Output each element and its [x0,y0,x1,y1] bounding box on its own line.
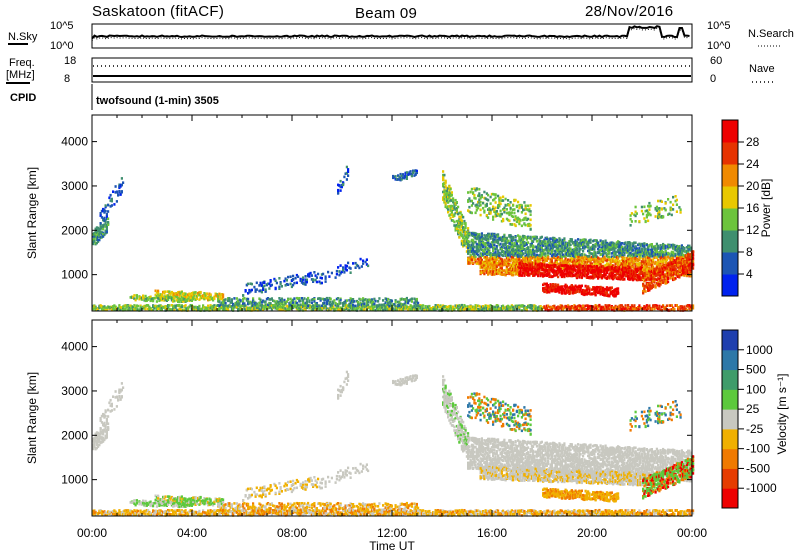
colorbar-tick: 28 [746,135,760,149]
power-ylabel: Slant Range [km] [25,167,39,259]
ytick-label: 3000 [61,179,88,193]
freq-panel: Freq. [MHz] 18 8 60 0 Nave [6,55,776,85]
colorbar-segment [722,252,738,275]
ytick-label: 2000 [61,428,88,442]
nsky-tick-low: 10^0 [50,40,74,52]
colorbar-segment [722,142,738,165]
nsearch-label: N.Search [748,28,794,40]
cpid-label: CPID [10,92,36,104]
ytick-label: 4000 [61,135,88,149]
nsearch-tick-high: 10^5 [707,20,731,32]
velocity-frame [91,319,693,517]
velocity-colorbar [721,329,739,509]
ytick-label: 3000 [61,384,88,398]
x-axis-title: Time UT [369,539,415,553]
ytick-label: 1000 [61,268,88,282]
xtick-label: 12:00 [377,526,407,540]
colorbar-tick: 24 [746,157,760,171]
ytick-label: 2000 [61,223,88,237]
xtick-label: 08:00 [277,526,307,540]
colorbar-segment [722,369,738,390]
station-title: Saskatoon (fitACF) [92,3,224,20]
colorbar-segment [722,274,738,297]
colorbar-segment [722,230,738,253]
power-colorbar-label: Power [dB] [759,179,773,238]
colorbar-segment [722,488,738,509]
colorbar-tick: -25 [746,422,764,436]
freq-tick-high: 18 [64,55,76,67]
xtick-label: 20:00 [577,526,607,540]
colorbar-segment [722,349,738,371]
colorbar-tick: 12 [746,223,760,237]
freq-label: Freq. [9,57,35,69]
nsky-panel: N.Sky 10^5 10^0 10^5 10^0 N.Search [8,20,794,52]
nsky-line [91,25,690,40]
colorbar-tick: 4 [746,267,753,281]
ytick-label: 4000 [61,340,88,354]
power-cells [92,165,695,312]
colorbar-segment [722,409,738,430]
xtick-label: 16:00 [477,526,507,540]
colorbar-tick: 25 [746,402,760,416]
xtick-label: 00:00 [677,526,707,540]
freq-tick-low: 8 [64,73,70,85]
colorbar-segment [722,164,738,187]
nsky-label: N.Sky [8,31,38,43]
velocity-ylabel: Slant Range [km] [25,372,39,464]
colorbar-segment [722,120,738,143]
nave-tick-high: 60 [710,55,722,67]
power-panel: 1000 2000 3000 4000 Slant Range [km] 4 8 12 16… [25,114,773,312]
colorbar-tick: 500 [746,363,766,377]
colorbar-tick: -500 [746,461,770,475]
colorbar-tick: 20 [746,179,760,193]
cpid-text: twofsound (1-min) 3505 [96,95,219,107]
nsky-tick-high: 10^5 [50,20,74,32]
ytick-label: 1000 [61,473,88,487]
velocity-panel: 1000 2000 3000 4000 Slant Range [km] 1000 50… [25,319,789,517]
colorbar-segment [722,208,738,231]
velocity-cells [92,370,695,517]
date-title: 28/Nov/2016 [585,3,673,20]
colorbar-tick: 8 [746,245,753,259]
colorbar-tick: 100 [746,382,766,396]
beam-title: Beam 09 [355,5,417,22]
nsearch-line [91,27,690,41]
freq-unit: [MHz] [6,69,35,81]
nave-tick-low: 0 [710,73,716,85]
nsearch-tick-low: 10^0 [707,40,731,52]
x-axis-labels: 00:00 04:00 08:00 12:00 16:00 20:00 00:00 [77,526,707,540]
power-frame [91,114,693,312]
xtick-label: 04:00 [177,526,207,540]
colorbar-segment [722,468,738,489]
colorbar-segment [722,448,738,469]
colorbar-tick: 1000 [746,343,773,357]
colorbar-segment [722,428,738,450]
colorbar-tick: 16 [746,201,760,215]
colorbar-tick: -100 [746,442,770,456]
xtick-label: 00:00 [77,526,107,540]
nave-label: Nave [749,63,775,75]
colorbar-segment [722,330,738,351]
colorbar-segment [722,186,738,209]
colorbar-tick: -1000 [746,481,777,495]
colorbar-segment [722,389,738,410]
power-colorbar [721,119,739,297]
velocity-colorbar-label: Velocity [m s⁻¹] [775,373,789,454]
